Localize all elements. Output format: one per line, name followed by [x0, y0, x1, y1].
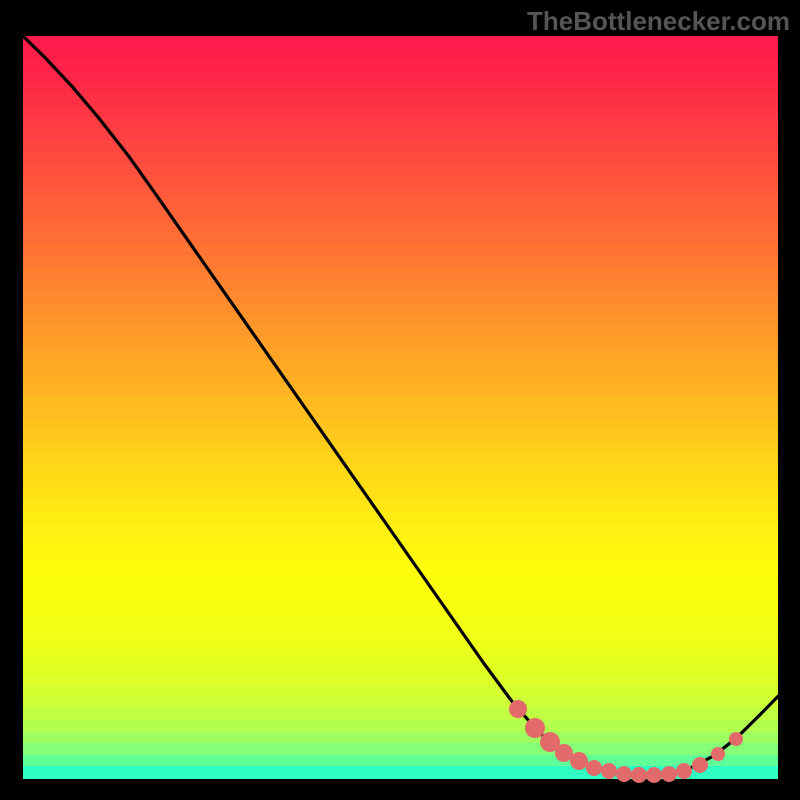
curve-layer	[23, 36, 778, 778]
curve-marker	[646, 767, 662, 783]
bottleneck-curve	[23, 36, 778, 775]
curve-marker	[616, 766, 632, 782]
watermark-label: TheBottlenecker.com	[527, 6, 790, 37]
curve-marker	[509, 700, 527, 718]
curve-marker	[711, 747, 725, 761]
curve-marker	[661, 766, 677, 782]
chart-root: TheBottlenecker.com	[0, 0, 800, 800]
curve-marker	[729, 732, 743, 746]
curve-marker	[601, 763, 617, 779]
curve-marker	[676, 763, 692, 779]
plot-area	[23, 36, 778, 778]
curve-marker	[586, 760, 602, 776]
curve-marker	[692, 757, 708, 773]
curve-marker	[631, 767, 647, 783]
